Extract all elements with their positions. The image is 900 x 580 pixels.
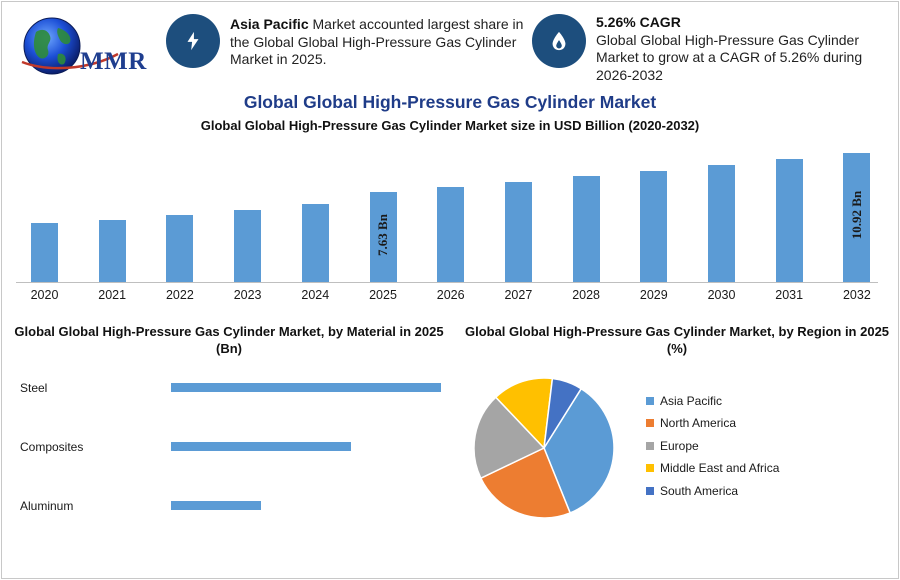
info-right-headline: 5.26% CAGR	[596, 14, 681, 30]
legend-label: Middle East and Africa	[660, 461, 780, 475]
market-size-bar-chart: 2020 2021 2022 2023 2024 2025 7.63 Bn 2026 2027 2…	[0, 140, 900, 310]
lightning-icon	[187, 31, 199, 51]
info-right-text: 5.26% CAGR Global Global High-Pressure G…	[596, 14, 886, 84]
legend-swatch	[646, 487, 654, 495]
bar-2030	[708, 165, 735, 282]
year-label-2029: 2029	[639, 288, 668, 302]
year-label-2030: 2030	[707, 288, 736, 302]
bar-2029	[640, 170, 668, 282]
bar-2022	[166, 214, 194, 282]
bar-2028	[572, 176, 600, 282]
year-label-2032: 2032	[842, 288, 871, 302]
flame-drop-icon	[552, 31, 566, 51]
info-left-bold: Asia Pacific	[230, 16, 309, 32]
pie-slice-europe	[473, 396, 546, 480]
material-label-aluminum: Aluminum	[20, 499, 74, 513]
year-label-2020: 2020	[30, 288, 59, 302]
bar-2023	[234, 209, 262, 282]
year-label-2024: 2024	[301, 288, 330, 302]
bar-2032	[843, 152, 871, 282]
pie-slice-north-america	[479, 446, 572, 519]
data-label-2032: 10.92 Bn	[848, 191, 864, 240]
info-left-line2: the Global Global High-Pressure Gas Cyli…	[230, 33, 517, 50]
legend-label: Asia Pacific	[660, 394, 723, 408]
legend-item-europe: Europe	[646, 439, 699, 453]
material-bar-aluminum	[171, 501, 261, 510]
year-label-2027: 2027	[504, 288, 533, 302]
year-label-2028: 2028	[572, 288, 600, 302]
year-label-2022: 2022	[165, 288, 194, 302]
legend-label: North America	[660, 416, 737, 430]
legend-swatch	[646, 419, 654, 427]
material-bar-composites	[171, 442, 351, 451]
x-axis-line	[16, 282, 878, 283]
pie-slice-asia-pacific	[543, 387, 615, 514]
legend-swatch	[646, 397, 654, 405]
logo-text: MMR	[80, 48, 147, 75]
data-label-2025: 7.63 Bn	[375, 213, 390, 256]
info-right-line1: Global Global High-Pressure Gas Cylinder	[596, 31, 859, 48]
globe-icon	[21, 17, 119, 75]
bar-2020	[31, 223, 58, 282]
info-left-line3: Market in 2025.	[230, 51, 327, 67]
pie-slice-south-america	[543, 377, 583, 449]
bar-2027	[504, 181, 532, 282]
info-right-line2: Market to grow at a CAGR of 5.26% during	[596, 49, 863, 65]
bar-2026	[437, 186, 465, 282]
region-chart-title: Global Global High-Pressure Gas Cylinder…	[464, 324, 890, 356]
year-label-2031: 2031	[775, 288, 804, 302]
year-label-2026: 2026	[436, 288, 465, 302]
material-bar-steel	[171, 383, 441, 392]
legend-item-middle-east-and-africa: Middle East and Africa	[646, 461, 779, 475]
info-right-line3: 2026-2032	[596, 66, 663, 83]
legend-item-north-america: North America	[646, 416, 736, 430]
material-label-steel: Steel	[20, 381, 48, 395]
mmr-logo: MMR	[18, 14, 146, 78]
legend-item-south-america: South America	[646, 484, 738, 498]
year-label-2021: 2021	[98, 288, 127, 302]
info-left-line1: Market accounted largest share in	[308, 16, 524, 32]
legend-label: Europe	[660, 439, 699, 453]
bar-2025	[369, 191, 397, 282]
legend-swatch	[646, 442, 654, 450]
info-left-text: Asia Pacific Market accounted largest sh…	[230, 16, 530, 69]
bar-chart-subtitle: Global Global High-Pressure Gas Cylinder…	[200, 118, 700, 133]
bar-2031	[775, 158, 803, 282]
year-label-2025: 2025	[369, 288, 397, 302]
year-label-2023: 2023	[233, 288, 262, 302]
material-label-composites: Composites	[20, 440, 84, 454]
material-chart-title: Global Global High-Pressure Gas Cylinder…	[14, 324, 444, 356]
legend-item-asia-pacific: Asia Pacific	[646, 394, 722, 408]
bar-2021	[98, 219, 126, 282]
info-left-badge	[166, 14, 220, 68]
bar-2024	[301, 203, 329, 282]
pie-slice-middle-east-and-africa	[494, 377, 554, 450]
info-right-badge	[532, 14, 586, 68]
legend-label: South America	[660, 484, 739, 498]
main-title: Global Global High-Pressure Gas Cylinder…	[243, 92, 657, 112]
region-pie-chart	[473, 377, 615, 519]
legend-swatch	[646, 464, 654, 472]
